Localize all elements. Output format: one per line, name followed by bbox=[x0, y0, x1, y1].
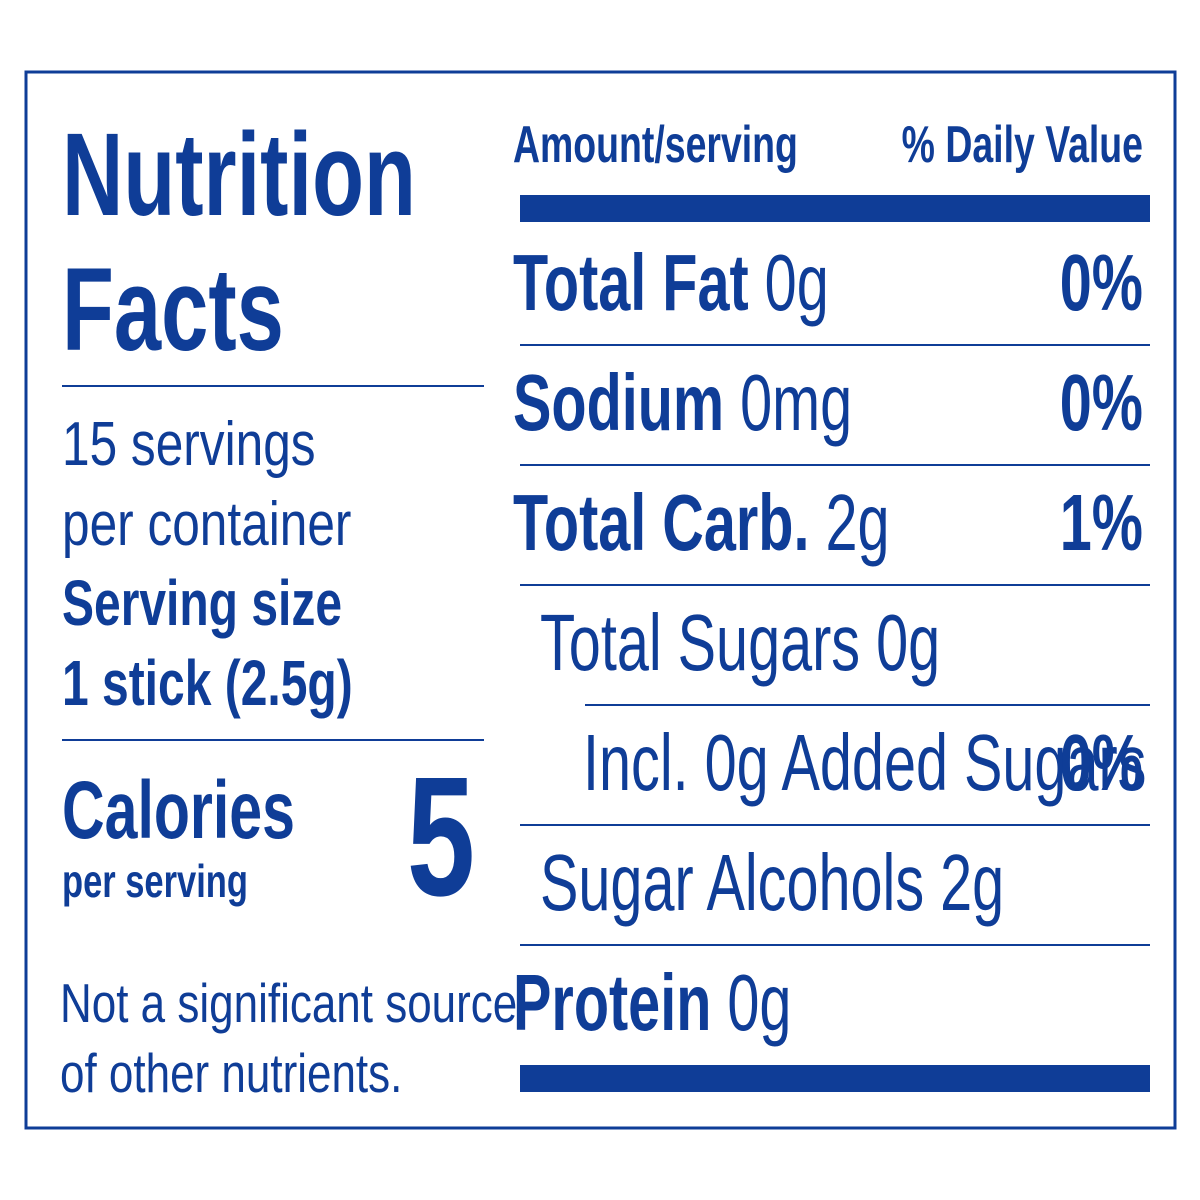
nutrient-row: Total Fat 0g bbox=[513, 238, 829, 328]
daily-value-part: 0% bbox=[1060, 358, 1143, 448]
daily-value-part: 0% bbox=[1060, 718, 1143, 808]
calories-sub: per serving bbox=[62, 855, 248, 907]
serving-size-label-part: Serving size bbox=[62, 567, 342, 638]
daily-value: 1% bbox=[1060, 478, 1143, 568]
nutrient-row: Protein 0g bbox=[513, 958, 791, 1048]
nutrient-row: Sugar Alcohols 2g bbox=[540, 838, 1004, 928]
thick-bar bbox=[520, 1065, 1150, 1092]
daily-value-part: 0% bbox=[1060, 238, 1143, 328]
header-amount: Amount/serving bbox=[513, 115, 798, 174]
nutrient-row-part: Total Sugars 0g bbox=[540, 598, 940, 688]
calories-sub-part: per serving bbox=[62, 855, 248, 907]
footnote-part: Not a significant source bbox=[60, 972, 517, 1034]
servings: 15 servings bbox=[62, 409, 316, 479]
serving-size-label: Serving size bbox=[62, 567, 342, 638]
nutrient-row-part: Total Fat bbox=[513, 238, 749, 328]
nutrient-row-part: Sodium bbox=[513, 358, 724, 448]
daily-value: 0% bbox=[1060, 358, 1143, 448]
serving-size-part: 1 stick (2.5g) bbox=[62, 647, 353, 718]
calories-value: 5 bbox=[407, 742, 475, 931]
thick-bar bbox=[520, 195, 1150, 222]
nutrient-row-part: Incl. 0g Added Sugars bbox=[583, 718, 1146, 808]
header-amount-part: Amount/serving bbox=[513, 115, 798, 174]
title-part: Facts bbox=[62, 243, 284, 375]
nutrient-row-part: Sugar Alcohols 2g bbox=[540, 838, 1004, 928]
title: Nutrition bbox=[62, 108, 416, 240]
header-dv: % Daily Value bbox=[902, 115, 1143, 174]
nutrient-row: Incl. 0g Added Sugars bbox=[583, 718, 1146, 808]
servings-part: 15 servings bbox=[62, 409, 316, 479]
daily-value: 0% bbox=[1060, 718, 1143, 808]
nutrient-row-part: Protein bbox=[513, 958, 711, 1048]
servings-part: per container bbox=[62, 489, 351, 559]
footnote: Not a significant source bbox=[60, 972, 517, 1034]
calories-value-part: 5 bbox=[407, 742, 475, 931]
label-border bbox=[24, 70, 1177, 1130]
header-dv-part: % Daily Value bbox=[902, 115, 1143, 174]
title-part: Nutrition bbox=[62, 108, 416, 240]
nutrient-row-part: 0g bbox=[727, 958, 791, 1048]
nutrient-row-part: 0g bbox=[765, 238, 829, 328]
nutrient-row: Sodium 0mg bbox=[513, 358, 852, 448]
serving-size: 1 stick (2.5g) bbox=[62, 647, 353, 718]
title: Facts bbox=[62, 243, 284, 375]
nutrient-row-part: 0mg bbox=[740, 358, 852, 448]
nutrient-row-part: 2g bbox=[825, 478, 889, 568]
daily-value: 0% bbox=[1060, 238, 1143, 328]
nutrient-row: Total Carb. 2g bbox=[513, 478, 890, 568]
nutrient-row: Total Sugars 0g bbox=[540, 598, 940, 688]
calories-label-part: Calories bbox=[62, 765, 295, 857]
footnote: of other nutrients. bbox=[60, 1042, 402, 1104]
footnote-part: of other nutrients. bbox=[60, 1042, 402, 1104]
servings: per container bbox=[62, 489, 351, 559]
calories-label: Calories bbox=[62, 765, 295, 857]
nutrient-row-part: Total Carb. bbox=[513, 478, 809, 568]
daily-value-part: 1% bbox=[1060, 478, 1143, 568]
